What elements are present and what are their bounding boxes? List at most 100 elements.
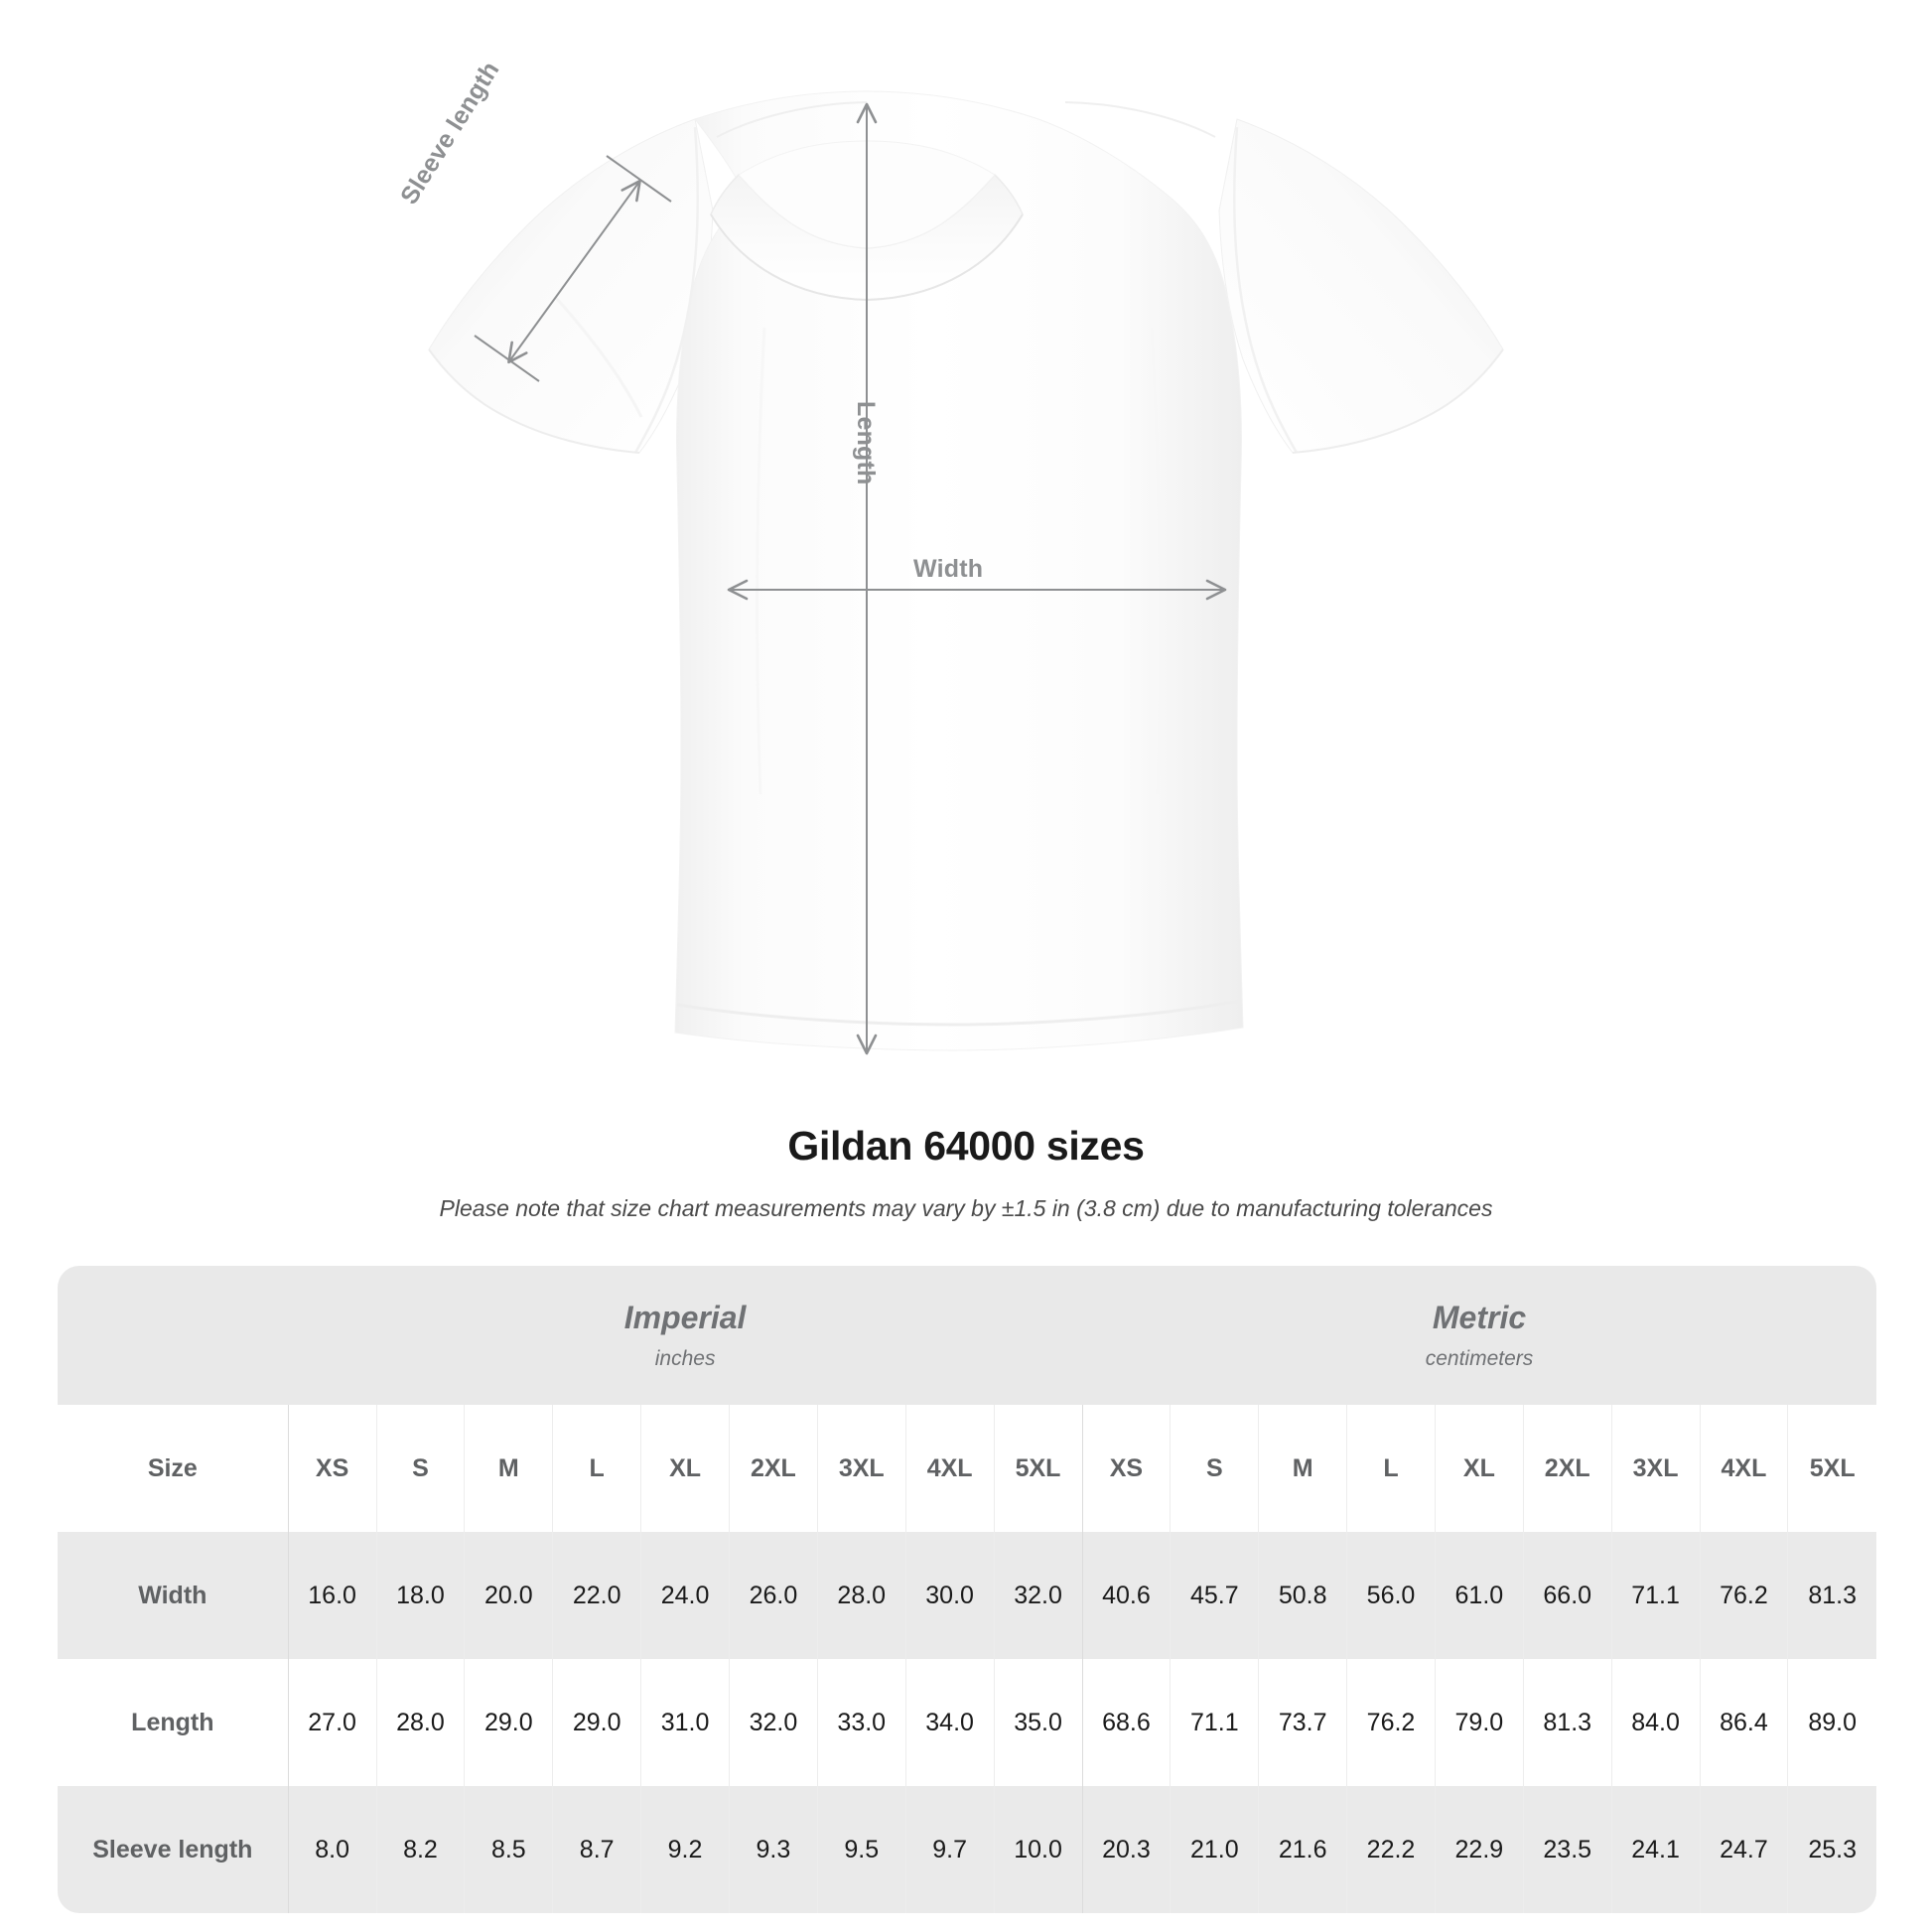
table-cell: 18.0 (375, 1532, 465, 1659)
table-cell: 86.4 (1699, 1659, 1788, 1786)
unit-group-row: Imperial inches Metric centimeters (58, 1266, 1876, 1405)
table-cell: 73.7 (1258, 1659, 1347, 1786)
table-cell: 9.3 (728, 1786, 818, 1913)
unit-sub-imperial: inches (654, 1347, 716, 1371)
table-cell: 31.0 (640, 1659, 730, 1786)
table-cell: 29.0 (464, 1659, 553, 1786)
table-cell: 56.0 (1346, 1532, 1436, 1659)
table-cell: 61.0 (1434, 1532, 1524, 1659)
unit-sub-metric: centimeters (1425, 1347, 1534, 1371)
table-cell: 71.1 (1170, 1659, 1259, 1786)
size-header-cell: S (375, 1405, 465, 1532)
size-header-cell: L (1346, 1405, 1436, 1532)
left-sleeve-hem (428, 348, 640, 454)
table-cell: 40.6 (1081, 1532, 1171, 1659)
sleeve-dimension-line (507, 179, 641, 364)
table-cell: 50.8 (1258, 1532, 1347, 1659)
table-cell: 27.0 (287, 1659, 377, 1786)
size-header-cell: XS (287, 1405, 377, 1532)
size-header-cell: XS (1081, 1405, 1171, 1532)
table-row: Width 16.0 18.0 20.0 22.0 24.0 26.0 28.0… (58, 1532, 1876, 1659)
table-cell: 32.0 (728, 1659, 818, 1786)
table-cell: 84.0 (1610, 1659, 1701, 1786)
table-cell: 21.6 (1258, 1786, 1347, 1913)
table-cell: 22.2 (1346, 1786, 1436, 1913)
table-body: Width 16.0 18.0 20.0 22.0 24.0 26.0 28.0… (58, 1532, 1876, 1913)
left-armhole-seam (633, 126, 700, 454)
table-cell: 79.0 (1434, 1659, 1524, 1786)
table-cell: 24.7 (1699, 1786, 1788, 1913)
unit-group-imperial: Imperial inches (288, 1266, 1082, 1405)
sleeve-tick-top (606, 155, 672, 203)
row-label-length: Length (58, 1659, 289, 1786)
table-cell: 25.3 (1787, 1786, 1876, 1913)
table-cell: 76.2 (1699, 1532, 1788, 1659)
table-cell: 76.2 (1346, 1659, 1436, 1786)
table-cell: 28.0 (375, 1659, 465, 1786)
table-cell: 8.7 (552, 1786, 641, 1913)
table-cell: 9.5 (816, 1786, 906, 1913)
size-header-cell: 2XL (1522, 1405, 1612, 1532)
size-chart-table: Imperial inches Metric centimeters Size … (58, 1266, 1876, 1913)
table-cell: 66.0 (1522, 1532, 1612, 1659)
table-cell: 35.0 (993, 1659, 1082, 1786)
fabric-fold-2 (1150, 327, 1163, 795)
size-header-cell: 2XL (728, 1405, 818, 1532)
table-cell: 21.0 (1170, 1786, 1259, 1913)
page-title: Gildan 64000 sizes (787, 1123, 1145, 1169)
row-label-sleeve-length: Sleeve length (58, 1786, 289, 1913)
fabric-fold-1 (756, 327, 766, 795)
table-cell: 29.0 (552, 1659, 641, 1786)
size-chart-table-container: Imperial inches Metric centimeters Size … (58, 1266, 1876, 1913)
table-cell: 89.0 (1787, 1659, 1876, 1786)
size-header-cell: XL (1434, 1405, 1524, 1532)
left-shoulder-seam (716, 101, 868, 138)
table-cell: 8.2 (375, 1786, 465, 1913)
tolerance-note: Please note that size chart measurements… (439, 1195, 1493, 1222)
size-header-cell: 3XL (1610, 1405, 1701, 1532)
tshirt-left-sleeve (428, 118, 714, 454)
table-cell: 30.0 (904, 1532, 995, 1659)
unit-group-metric: Metric centimeters (1082, 1266, 1876, 1405)
size-header-cell: L (552, 1405, 641, 1532)
table-cell: 24.0 (640, 1532, 730, 1659)
width-label: Width (913, 555, 984, 583)
right-sleeve-hem (1292, 348, 1504, 454)
table-cell: 45.7 (1170, 1532, 1259, 1659)
table-cell: 10.0 (993, 1786, 1082, 1913)
table-cell: 20.3 (1081, 1786, 1171, 1913)
table-cell: 28.0 (816, 1532, 906, 1659)
table-cell: 8.0 (287, 1786, 377, 1913)
table-cell: 81.3 (1787, 1532, 1876, 1659)
length-label: Length (852, 401, 880, 485)
unit-name-metric: Metric (1432, 1299, 1527, 1335)
tshirt-body (674, 90, 1244, 1051)
table-cell: 34.0 (904, 1659, 995, 1786)
table-cell: 68.6 (1081, 1659, 1171, 1786)
size-header-cell: M (464, 1405, 553, 1532)
table-cell: 9.7 (904, 1786, 995, 1913)
table-row: Length 27.0 28.0 29.0 29.0 31.0 32.0 33.… (58, 1659, 1876, 1786)
table-cell: 20.0 (464, 1532, 553, 1659)
right-armhole-seam (1232, 126, 1299, 454)
size-header-cell: 5XL (993, 1405, 1082, 1532)
chart-heading: Gildan 64000 sizes Please note that size… (0, 1122, 1932, 1224)
table-head: Imperial inches Metric centimeters Size … (58, 1266, 1876, 1532)
size-header-cell: 5XL (1787, 1405, 1876, 1532)
table-cell: 8.5 (464, 1786, 553, 1913)
table-cell: 24.1 (1610, 1786, 1701, 1913)
table-cell: 71.1 (1610, 1532, 1701, 1659)
size-header-cell: S (1170, 1405, 1259, 1532)
size-header-cell: M (1258, 1405, 1347, 1532)
size-header-cell: 3XL (816, 1405, 906, 1532)
unit-name-imperial: Imperial (623, 1299, 747, 1335)
tshirt-right-sleeve (1218, 118, 1504, 454)
table-row: Sleeve length 8.0 8.2 8.5 8.7 9.2 9.3 9.… (58, 1786, 1876, 1913)
table-cell: 9.2 (640, 1786, 730, 1913)
table-cell: 22.0 (552, 1532, 641, 1659)
size-header-cell: 4XL (904, 1405, 995, 1532)
unit-spacer-cell (58, 1266, 289, 1405)
size-header-row: Size XS S M L XL 2XL 3XL 4XL 5XL XS S M … (58, 1405, 1876, 1532)
table-cell: 26.0 (728, 1532, 818, 1659)
